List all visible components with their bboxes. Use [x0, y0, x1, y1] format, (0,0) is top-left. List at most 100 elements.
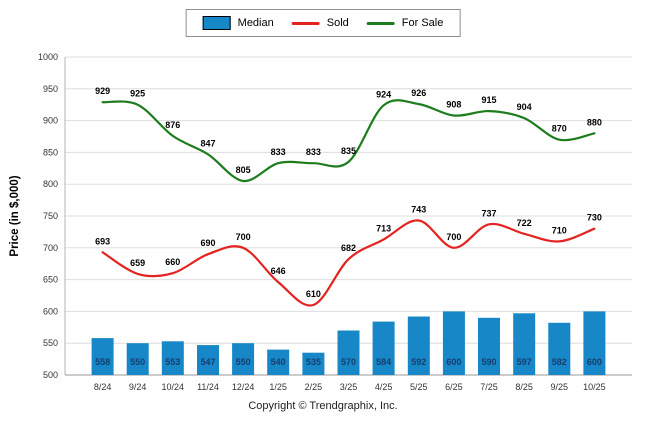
median-bars: [91, 311, 606, 375]
sold-line-swatch-icon: [291, 21, 320, 25]
forsale-line-swatch-icon: [366, 21, 395, 25]
legend-label-median: Median: [237, 17, 274, 29]
y-tick-label: 800: [43, 179, 58, 189]
y-tick-label: 950: [43, 84, 58, 94]
y-tick-label: 500: [43, 370, 58, 380]
for-sale-value-label: 926: [411, 88, 426, 98]
legend: Median Sold For Sale: [185, 9, 461, 37]
bar: [478, 317, 500, 375]
bar: [91, 338, 114, 375]
median-bar-labels: 558 550 553 547 550 540 535 570 584 592 600 590 597 5…: [95, 357, 602, 367]
legend-item-forsale: For Sale: [366, 17, 444, 29]
x-tick-label: 12/24: [232, 382, 255, 392]
y-tick-label: 550: [43, 338, 58, 348]
for-sale-value-label: 925: [130, 89, 145, 99]
sold-line: [101, 219, 596, 307]
x-tick-label: 6/25: [445, 382, 463, 392]
bar: [197, 345, 219, 375]
for-sale-value-label: 805: [236, 165, 251, 175]
x-tick-label: 9/25: [551, 382, 569, 392]
bar: [126, 343, 149, 375]
x-tick-label: 5/25: [410, 382, 428, 392]
bar-value-label: 550: [236, 357, 251, 367]
x-tick-label: 10/24: [162, 382, 185, 392]
sold-value-label: 722: [517, 218, 532, 228]
y-axis-title: Price (in $,000): [9, 175, 21, 256]
bar: [161, 341, 184, 375]
y-axis-ticks: 500 550 600 650 700 750 800 850 900 950 1000: [38, 52, 58, 380]
sold-value-label: 713: [376, 224, 391, 234]
for-sale-value-label: 904: [517, 102, 532, 112]
for-sale-value-label: 833: [306, 147, 321, 157]
legend-label-forsale: For Sale: [401, 17, 444, 29]
bar-value-label: 535: [306, 357, 321, 367]
sold-point-labels: 693 659 660 690 700 646 610 682 713 743 700 737 722 7…: [95, 205, 602, 300]
bar: [302, 352, 325, 375]
bar-value-label: 584: [376, 357, 391, 367]
sold-value-label: 659: [130, 258, 145, 268]
sold-value-label: 646: [271, 266, 286, 276]
sold-value-label: 730: [587, 213, 602, 223]
for-sale-line: [101, 99, 596, 183]
for-sale-value-label: 880: [587, 117, 602, 127]
bar-value-label: 540: [271, 357, 286, 367]
bar-value-label: 558: [95, 357, 110, 367]
bar: [407, 316, 430, 375]
x-tick-label: 4/25: [375, 382, 393, 392]
for-sale-value-label: 908: [446, 100, 461, 110]
y-tick-label: 650: [43, 275, 58, 285]
bar-value-label: 592: [411, 357, 426, 367]
x-tick-label: 3/25: [340, 382, 358, 392]
x-tick-label: 8/25: [515, 382, 533, 392]
sold-value-label: 737: [481, 208, 496, 218]
sold-value-label: 660: [165, 257, 180, 267]
sold-value-label: 710: [552, 225, 567, 235]
x-tick-label: 7/25: [480, 382, 498, 392]
median-bar-swatch-icon: [202, 16, 231, 30]
sold-value-label: 690: [200, 238, 215, 248]
x-tick-label: 9/24: [129, 382, 147, 392]
legend-item-median: Median: [202, 16, 274, 30]
for-sale-value-label: 833: [271, 147, 286, 157]
sold-value-label: 682: [341, 243, 356, 253]
for-sale-point-labels: 929 925 876 847 805 833 833 835 924 926 908 915 904 8…: [95, 86, 602, 175]
sold-value-label: 700: [446, 232, 461, 242]
bar: [267, 349, 290, 375]
y-tick-label: 700: [43, 243, 58, 253]
bar: [583, 311, 606, 375]
sold-value-label: 700: [236, 232, 251, 242]
bar-value-label: 553: [165, 357, 180, 367]
for-sale-value-label: 929: [95, 86, 110, 96]
bar-value-label: 550: [130, 357, 145, 367]
bar: [372, 321, 395, 375]
x-tick-label: 10/25: [583, 382, 606, 392]
legend-label-sold: Sold: [326, 17, 349, 29]
sold-value-label: 610: [306, 289, 321, 299]
copyright: Copyright © Trendgraphix, Inc.: [248, 400, 398, 412]
y-tick-label: 1000: [38, 52, 58, 62]
y-tick-label: 750: [43, 211, 58, 221]
x-axis-labels: 8/24 9/24 10/24 11/24 12/24 1/25 2/25 3/25 4/25 5…: [94, 382, 606, 392]
bar: [232, 343, 255, 375]
bar-value-label: 547: [200, 357, 215, 367]
bar: [337, 330, 360, 375]
bar-value-label: 600: [446, 357, 461, 367]
bar: [548, 322, 571, 375]
bar-value-label: 597: [517, 357, 532, 367]
bar-value-label: 590: [481, 357, 496, 367]
for-sale-value-label: 924: [376, 89, 391, 99]
x-tick-label: 1/25: [269, 382, 287, 392]
x-tick-label: 8/24: [94, 382, 112, 392]
for-sale-value-label: 870: [552, 124, 567, 134]
bar: [513, 313, 536, 375]
bar: [442, 311, 465, 375]
for-sale-value-label: 847: [200, 138, 215, 148]
x-tick-label: 2/25: [305, 382, 323, 392]
y-tick-label: 600: [43, 306, 58, 316]
y-tick-label: 850: [43, 147, 58, 157]
sold-value-label: 743: [411, 205, 426, 215]
bar-value-label: 570: [341, 357, 356, 367]
bar-value-label: 582: [552, 357, 567, 367]
